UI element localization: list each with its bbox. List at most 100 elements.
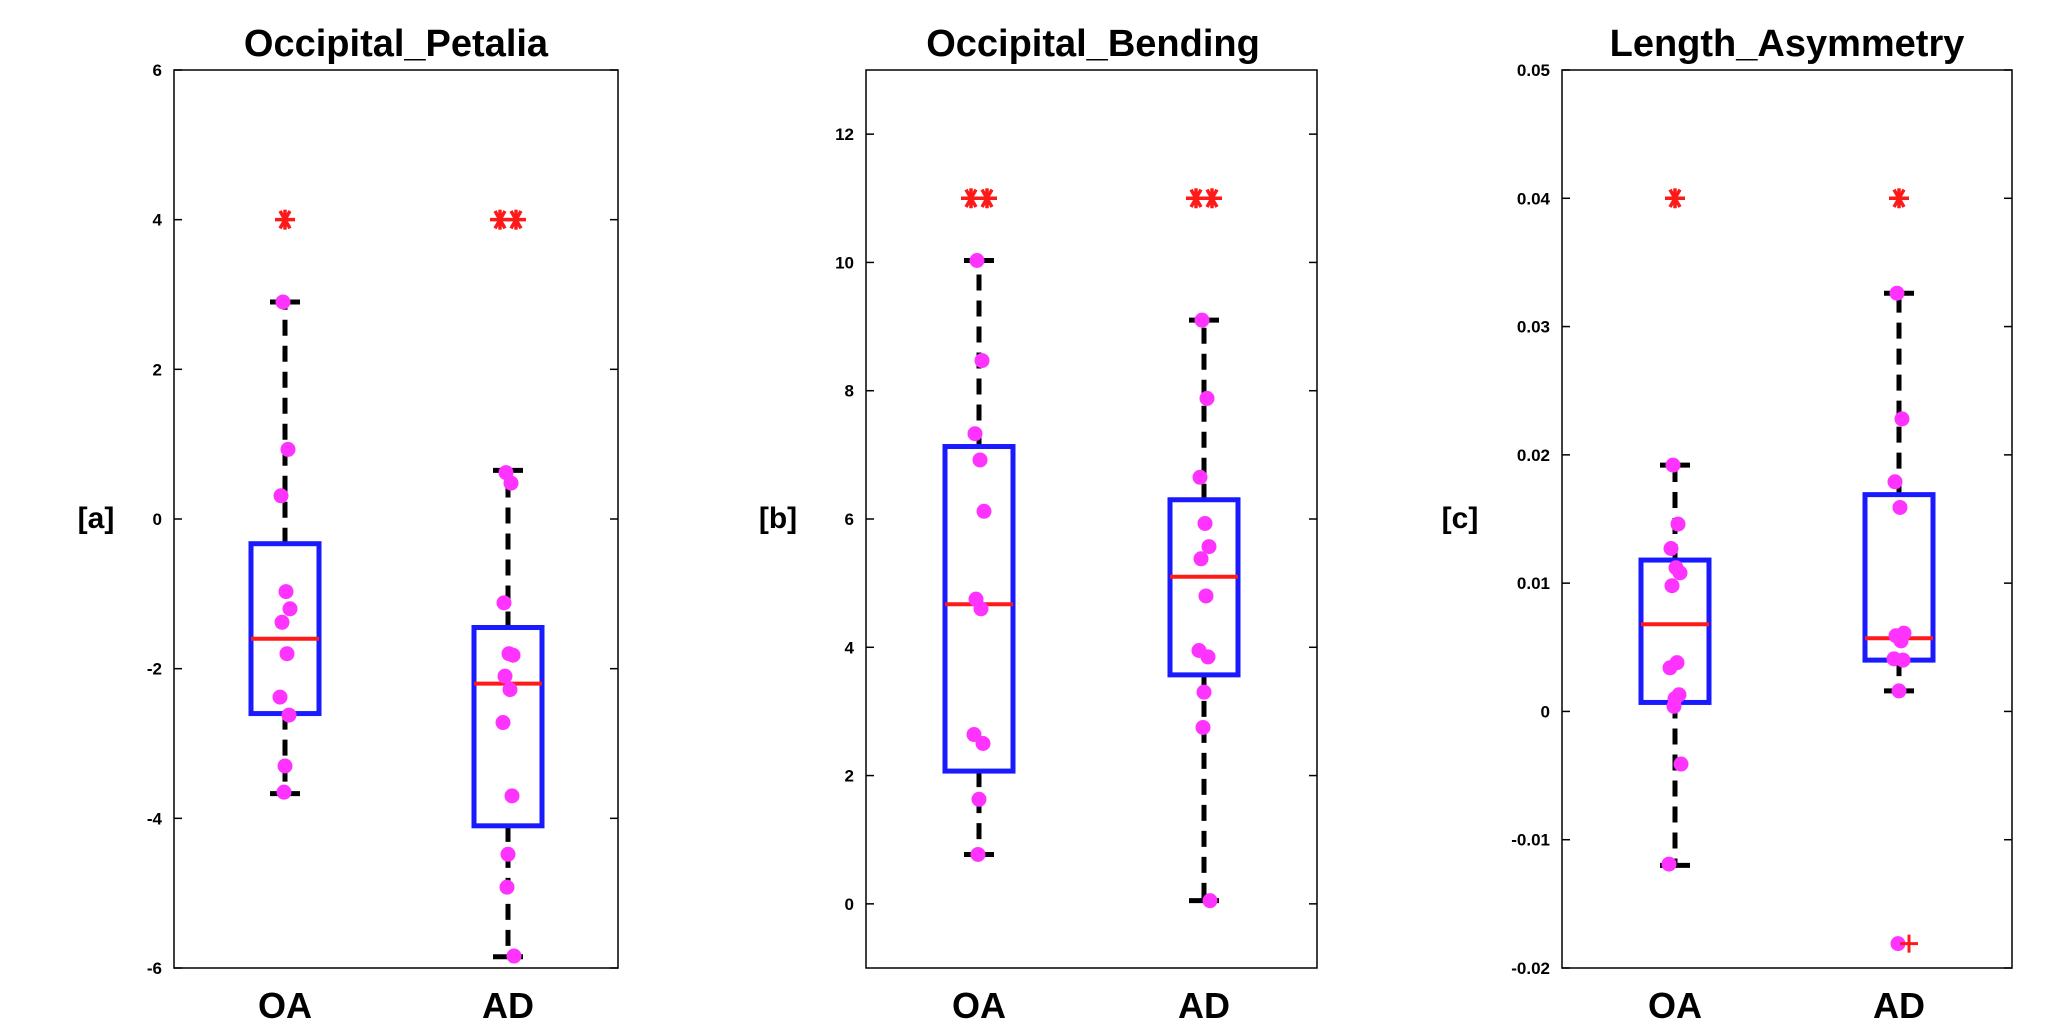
data-point xyxy=(1197,515,1213,531)
data-point xyxy=(972,452,988,468)
data-point xyxy=(279,646,295,662)
box-ad xyxy=(1167,497,1241,678)
y-tick-label: 0.02 xyxy=(1517,446,1550,465)
data-point xyxy=(502,682,518,698)
plot-area xyxy=(248,209,545,964)
data-point xyxy=(1199,390,1215,406)
y-tick-label: 2 xyxy=(845,767,854,786)
data-point xyxy=(504,788,520,804)
axes-frame xyxy=(865,69,1318,969)
plot-area xyxy=(942,188,1241,909)
x-tick-label-oa: OA xyxy=(258,985,312,1026)
chart-title: Length_Asymmetry xyxy=(1610,23,1965,65)
x-tick-label-oa: OA xyxy=(1648,985,1702,1026)
data-point xyxy=(277,758,293,774)
data-point xyxy=(1891,683,1907,699)
panel-occipital-petalia: Occipital_Petalia [a] -6 -4 -2 0 2 4 6 OA AD xyxy=(78,23,619,1026)
data-point xyxy=(1201,539,1217,555)
data-point xyxy=(496,595,512,611)
data-point xyxy=(967,426,983,442)
y-tick-label: -2 xyxy=(147,660,162,679)
data-point xyxy=(1889,285,1905,301)
data-point xyxy=(1673,756,1689,772)
box-ad xyxy=(471,625,545,829)
axes-frame xyxy=(173,69,619,969)
significance-star xyxy=(1202,188,1222,209)
y-tick-label: -4 xyxy=(147,809,163,828)
data-point xyxy=(1202,893,1218,909)
data-point xyxy=(497,668,513,684)
data-point xyxy=(275,294,291,310)
x-tick-label-ad: AD xyxy=(1873,985,1925,1026)
data-point xyxy=(1895,652,1911,668)
y-tick-label: 6 xyxy=(845,510,854,529)
data-point xyxy=(1662,660,1678,676)
y-axis-label: [a] xyxy=(78,502,115,535)
data-point xyxy=(976,503,992,519)
data-point xyxy=(503,475,519,491)
data-point xyxy=(276,784,292,800)
outlier-marker xyxy=(1900,934,1918,953)
y-tick-label: 0.05 xyxy=(1517,61,1550,80)
data-point xyxy=(1892,499,1908,515)
data-point xyxy=(1664,578,1680,594)
data-point xyxy=(1672,565,1688,581)
data-point xyxy=(505,647,521,663)
y-tick-label: -6 xyxy=(147,959,162,978)
chart-title: Occipital_Petalia xyxy=(244,23,549,65)
data-point xyxy=(272,689,288,705)
data-point xyxy=(970,846,986,862)
data-point xyxy=(1194,312,1210,328)
x-tick-label-ad: AD xyxy=(482,985,534,1026)
data-point xyxy=(1661,856,1677,872)
y-axis-label: [b] xyxy=(759,502,797,535)
significance-star xyxy=(1889,188,1909,209)
data-point xyxy=(274,614,290,630)
data-point xyxy=(278,584,294,600)
y-ticks: 0 2 4 6 8 10 12 xyxy=(835,125,1317,914)
data-point xyxy=(1663,541,1679,557)
x-tick-label-oa: OA xyxy=(952,985,1006,1026)
y-tick-label: -0.01 xyxy=(1511,831,1550,850)
significance-star xyxy=(1665,188,1685,209)
significance-star xyxy=(275,209,295,230)
significance-star xyxy=(977,188,997,209)
y-tick-label: 0.04 xyxy=(1517,189,1551,208)
y-tick-label: 0.03 xyxy=(1517,318,1550,337)
y-tick-label: 0.01 xyxy=(1517,574,1550,593)
data-point xyxy=(282,601,298,617)
y-axis-label: [c] xyxy=(1442,502,1479,535)
y-tick-label: 2 xyxy=(153,360,162,379)
y-tick-label: -0.02 xyxy=(1511,959,1550,978)
data-point xyxy=(500,846,516,862)
y-tick-label: 0 xyxy=(1541,702,1550,721)
data-point xyxy=(1193,551,1209,567)
data-point xyxy=(273,488,289,504)
y-tick-label: 8 xyxy=(845,382,854,401)
data-point xyxy=(280,441,296,457)
data-point xyxy=(1195,719,1211,735)
data-point xyxy=(1887,474,1903,490)
panel-length-asymmetry: Length_Asymmetry [c] -0.02 -0.01 0 0.01 0.02… xyxy=(1442,23,2013,1026)
data-point xyxy=(973,601,989,617)
data-point xyxy=(1666,698,1682,714)
box-oa xyxy=(942,444,1016,774)
y-ticks: -6 -4 -2 0 2 4 6 xyxy=(147,61,618,978)
y-ticks: -0.02 -0.01 0 0.01 0.02 0.03 0.04 0.05 xyxy=(1511,61,2012,978)
data-point xyxy=(281,707,297,723)
y-tick-label: 0 xyxy=(153,510,162,529)
data-point xyxy=(1670,516,1686,532)
data-point xyxy=(506,948,522,964)
data-point xyxy=(1192,469,1208,485)
data-point xyxy=(1894,411,1910,427)
y-tick-label: 0 xyxy=(845,895,854,914)
x-tick-label-ad: AD xyxy=(1178,985,1230,1026)
data-point xyxy=(1893,633,1909,649)
significance-star xyxy=(506,209,526,230)
data-point xyxy=(1200,649,1216,665)
data-point xyxy=(1196,684,1212,700)
panel-occipital-bending: Occipital_Bending [b] 0 2 4 6 8 10 12 OA AD xyxy=(759,23,1318,1026)
y-tick-label: 10 xyxy=(835,253,854,272)
data-point xyxy=(974,353,990,369)
